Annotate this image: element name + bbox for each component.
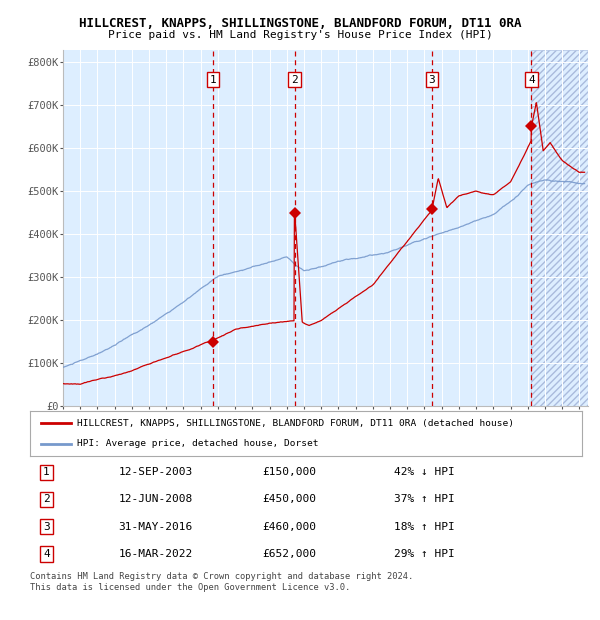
Text: This data is licensed under the Open Government Licence v3.0.: This data is licensed under the Open Gov… (30, 583, 350, 592)
Text: Contains HM Land Registry data © Crown copyright and database right 2024.: Contains HM Land Registry data © Crown c… (30, 572, 413, 581)
Text: 2: 2 (291, 74, 298, 85)
Text: 4: 4 (528, 74, 535, 85)
Text: 31-MAY-2016: 31-MAY-2016 (118, 521, 193, 531)
Text: 16-MAR-2022: 16-MAR-2022 (118, 549, 193, 559)
Text: 3: 3 (43, 521, 50, 531)
Text: HPI: Average price, detached house, Dorset: HPI: Average price, detached house, Dors… (77, 439, 319, 448)
Text: £460,000: £460,000 (262, 521, 316, 531)
Text: £450,000: £450,000 (262, 495, 316, 505)
Text: £150,000: £150,000 (262, 467, 316, 477)
Text: HILLCREST, KNAPPS, SHILLINGSTONE, BLANDFORD FORUM, DT11 0RA (detached house): HILLCREST, KNAPPS, SHILLINGSTONE, BLANDF… (77, 418, 514, 428)
Text: HILLCREST, KNAPPS, SHILLINGSTONE, BLANDFORD FORUM, DT11 0RA: HILLCREST, KNAPPS, SHILLINGSTONE, BLANDF… (79, 17, 521, 30)
Text: £652,000: £652,000 (262, 549, 316, 559)
Text: 12-JUN-2008: 12-JUN-2008 (118, 495, 193, 505)
Text: 2: 2 (43, 495, 50, 505)
Text: 29% ↑ HPI: 29% ↑ HPI (394, 549, 455, 559)
Text: 3: 3 (428, 74, 435, 85)
Text: 4: 4 (43, 549, 50, 559)
Text: 37% ↑ HPI: 37% ↑ HPI (394, 495, 455, 505)
Text: 42% ↓ HPI: 42% ↓ HPI (394, 467, 455, 477)
Text: 1: 1 (43, 467, 50, 477)
Text: 18% ↑ HPI: 18% ↑ HPI (394, 521, 455, 531)
Text: 12-SEP-2003: 12-SEP-2003 (118, 467, 193, 477)
Text: Price paid vs. HM Land Registry's House Price Index (HPI): Price paid vs. HM Land Registry's House … (107, 30, 493, 40)
Text: 1: 1 (209, 74, 217, 85)
